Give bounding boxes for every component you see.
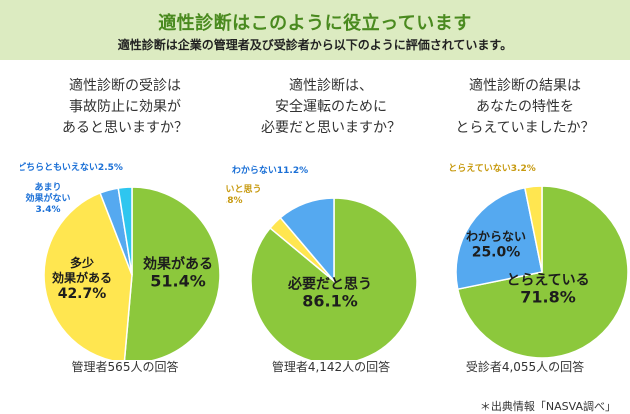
pie-slice (117, 186, 133, 276)
pie-slice (523, 185, 543, 273)
page-title: 適性診断はこのように役立っています (158, 13, 472, 34)
chart-question: 適性診断は、 安全運転のために 必要だと思いますか？ (261, 78, 401, 136)
slice-label-text: 効果がない (25, 192, 70, 204)
slice-value-text: 25.0% (472, 245, 521, 261)
slice-value-text: 86.1% (302, 292, 358, 311)
slice-outside-label: どちらともいえない2.5% (20, 161, 123, 173)
chart-question: 適性診断の受診は 事故防止に効果が あると思いますか？ (62, 78, 188, 136)
slice-label-text: わからない (466, 230, 526, 244)
slice-label-text: とらえていない3.2% (448, 163, 536, 174)
chart-panel-1: 適性診断の受診は 事故防止に効果が あると思いますか？ 効果がある 51.4% 多少… (20, 60, 230, 390)
slice-value-text: 71.8% (520, 288, 576, 307)
slice-outside-label: 必要ないと思う2.8% (226, 183, 262, 206)
slice-value-text: 42.7% (58, 286, 107, 302)
slice-label-text: どちらともいえない2.5% (20, 161, 123, 173)
slice-label-text: あまり (34, 182, 61, 193)
slice-value-text: 51.4% (150, 272, 206, 291)
slice-label-text: 効果がある (143, 256, 213, 273)
slice-label-text: 必要だと思う (287, 276, 372, 293)
slice-label-text: 2.8% (226, 196, 242, 206)
chart-note: 管理者4,142人の回答 (271, 360, 391, 374)
slice-outside-label: とらえていない3.2% (448, 163, 536, 174)
pie-slice (250, 197, 418, 360)
slice-label-text: 多少 (70, 255, 94, 270)
slice-label-text: とらえている (506, 273, 589, 289)
source-note: ＊出典情報「NASVA調べ」 (479, 400, 616, 413)
pie-slice (123, 186, 221, 360)
chart-note: 管理者565人の回答 (71, 360, 179, 374)
pie-slice (455, 186, 543, 291)
pie-slice (279, 197, 335, 284)
page-subtitle: 適性診断は企業の管理者及び受診者から以下のように評価されています。 (117, 38, 513, 52)
pie-slice (456, 185, 629, 359)
slice-outside-label: わからない11.2% (232, 165, 308, 176)
header-banner: 適性診断はこのように役立っています 適性診断は企業の管理者及び受診者から以下のよ… (0, 0, 630, 60)
chart-panel-2: 適性診断は、 安全運転のために 必要だと思いますか？ 必要だと思う86.1%必要… (226, 60, 436, 390)
slice-label-text: 必要ないと思う (226, 183, 262, 195)
pie-slice (43, 192, 133, 360)
chart-panel-3: 適性診断の結果は あなたの特性を とらえていましたか？ とらえている 71.8% わ… (420, 60, 630, 390)
chart-question: 適性診断の結果は あなたの特性を とらえていましたか？ (455, 78, 595, 136)
slice-label-text: 効果がある (52, 270, 112, 285)
chart-note: 受診者4,055人の回答 (465, 360, 585, 374)
slice-label-text: わからない11.2% (232, 165, 308, 176)
slice-label-text: 3.4% (36, 205, 61, 215)
pie-chart-effect: 効果がある51.4%多少効果がある42.7%あまり効果がない3.4%どちらともい… (20, 161, 221, 360)
